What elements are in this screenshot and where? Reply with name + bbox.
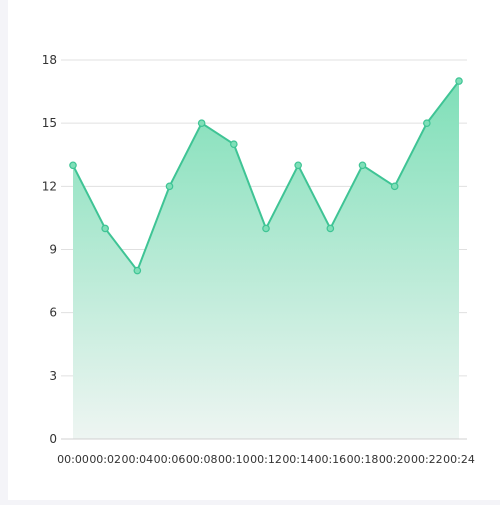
data-point[interactable] bbox=[358, 161, 367, 170]
data-point[interactable] bbox=[69, 161, 77, 170]
chart-card: 0 3 6 9 12 15 18 00:00 00:02 00:04 00:06 00:08 00:1… bbox=[8, 0, 500, 500]
y-tick-label: 0 bbox=[49, 432, 57, 446]
x-tick-label: 00:24 bbox=[443, 453, 475, 466]
data-point[interactable] bbox=[133, 266, 142, 275]
x-tick-label: 00:00 bbox=[57, 453, 89, 466]
x-tick-label: 00:02 bbox=[89, 453, 121, 466]
x-tick-label: 00:08 bbox=[186, 453, 218, 466]
x-tick-label: 00:06 bbox=[154, 453, 186, 466]
y-tick-label: 6 bbox=[49, 306, 57, 320]
x-tick-label: 00:16 bbox=[314, 453, 346, 466]
x-tick-label: 00:20 bbox=[379, 453, 411, 466]
y-tick-labels: 0 3 6 9 12 15 18 bbox=[42, 53, 57, 446]
y-tick-label: 3 bbox=[49, 369, 57, 383]
data-point[interactable] bbox=[101, 224, 109, 233]
y-tick-label: 12 bbox=[42, 179, 57, 193]
y-tick-label: 15 bbox=[42, 116, 57, 130]
x-tick-label: 00:22 bbox=[411, 453, 443, 466]
y-tick-label: 9 bbox=[49, 243, 57, 257]
data-point[interactable] bbox=[390, 182, 399, 191]
area-series bbox=[72, 80, 460, 440]
data-point[interactable] bbox=[326, 224, 335, 233]
data-point[interactable] bbox=[197, 119, 206, 127]
x-tick-label: 00:14 bbox=[282, 453, 314, 466]
x-tick-label: 00:10 bbox=[218, 453, 250, 466]
data-point[interactable] bbox=[455, 77, 463, 85]
data-point[interactable] bbox=[230, 140, 238, 149]
x-tick-labels: 00:00 00:02 00:04 00:06 00:08 00:10 00:12 00:14… bbox=[57, 453, 475, 466]
x-tick-label: 00:18 bbox=[347, 453, 379, 466]
data-point[interactable] bbox=[165, 182, 174, 191]
x-tick-label: 00:12 bbox=[250, 453, 282, 466]
data-points bbox=[69, 77, 463, 275]
x-tick-label: 00:04 bbox=[121, 453, 153, 466]
data-point[interactable] bbox=[423, 119, 431, 127]
data-point[interactable] bbox=[294, 161, 302, 170]
series-area-fill bbox=[73, 81, 459, 440]
y-tick-label: 18 bbox=[42, 53, 57, 67]
data-point[interactable] bbox=[262, 224, 270, 233]
